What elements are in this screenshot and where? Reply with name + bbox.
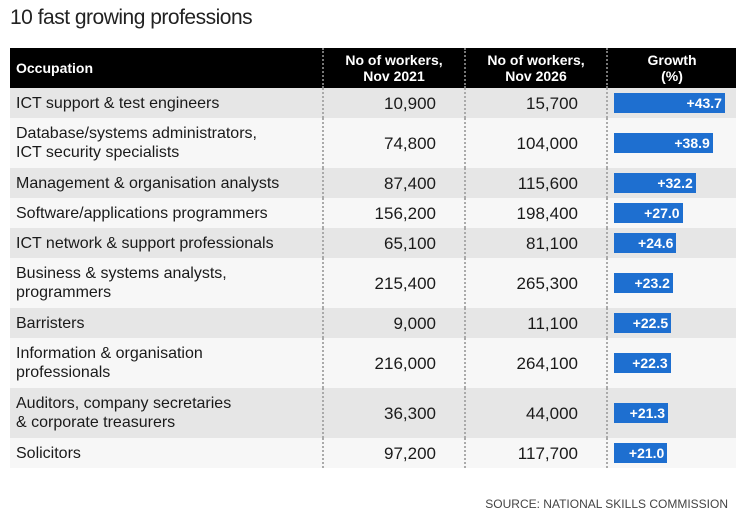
chart-title: 10 fast growing professions (10, 6, 253, 29)
nov-2026-cell: 264,100 (464, 338, 607, 388)
table-row: Management & organisation analysts 87,400… (10, 168, 736, 198)
growth-bar: +22.5 (614, 313, 672, 333)
table-row: Business & systems analysts, programmers 2… (10, 258, 736, 308)
growth-cell: +23.2 (606, 258, 736, 308)
occupation-cell: Solicitors (10, 438, 323, 468)
growth-bar: +27.0 (614, 203, 683, 223)
nov-2021-cell: 87,400 (322, 168, 465, 198)
growth-cell: +43.7 (606, 88, 736, 118)
nov-2026-cell: 15,700 (464, 88, 607, 118)
occupation-cell: Management & organisation analysts (10, 168, 323, 198)
nov-2021-cell: 215,400 (322, 258, 465, 308)
growth-cell: +38.9 (606, 118, 736, 168)
nov-2021-cell: 65,100 (322, 228, 465, 258)
growth-cell: +24.6 (606, 228, 736, 258)
nov-2026-cell: 44,000 (464, 388, 607, 438)
growth-cell: +22.3 (606, 338, 736, 388)
nov-2026-cell: 81,100 (464, 228, 607, 258)
growth-cell: +22.5 (606, 308, 736, 338)
table-header: Occupation No of workers, Nov 2021 No of … (10, 48, 736, 88)
occupation-cell: Barristers (10, 308, 323, 338)
nov-2021-cell: 216,000 (322, 338, 465, 388)
growth-cell: +21.0 (606, 438, 736, 468)
growth-bar: +43.7 (614, 93, 725, 113)
nov-2021-cell: 74,800 (322, 118, 465, 168)
growth-bar: +21.3 (614, 403, 669, 423)
table-row: ICT network & support professionals 65,10… (10, 228, 736, 258)
header-occupation: Occupation (10, 48, 323, 88)
table-row: Auditors, company secretaries & corporate… (10, 388, 736, 438)
nov-2026-cell: 117,700 (464, 438, 607, 468)
nov-2021-cell: 10,900 (322, 88, 465, 118)
occupation-cell: Auditors, company secretaries & corporate… (10, 388, 323, 438)
table-row: Database/systems administrators, ICT secu… (10, 118, 736, 168)
growth-bar: +23.2 (614, 273, 673, 293)
table-row: Solicitors 97,200 117,700 +21.0 (10, 438, 736, 468)
nov-2026-cell: 265,300 (464, 258, 607, 308)
occupation-cell: Information & organisation professionals (10, 338, 323, 388)
occupation-cell: Business & systems analysts, programmers (10, 258, 323, 308)
occupation-cell: ICT network & support professionals (10, 228, 323, 258)
growth-cell: +27.0 (606, 198, 736, 228)
occupation-cell: Software/applications programmers (10, 198, 323, 228)
nov-2021-cell: 9,000 (322, 308, 465, 338)
growth-bar: +38.9 (614, 133, 713, 153)
table-row: Information & organisation professionals 2… (10, 338, 736, 388)
header-nov-2021: No of workers, Nov 2021 (322, 48, 465, 88)
growth-cell: +21.3 (606, 388, 736, 438)
nov-2021-cell: 156,200 (322, 198, 465, 228)
occupation-cell: ICT support & test engineers (10, 88, 323, 118)
growth-cell: +32.2 (606, 168, 736, 198)
table-row: ICT support & test engineers 10,900 15,700… (10, 88, 736, 118)
nov-2026-cell: 104,000 (464, 118, 607, 168)
nov-2026-cell: 11,100 (464, 308, 607, 338)
source-note: SOURCE: NATIONAL SKILLS COMMISSION (485, 497, 728, 511)
nov-2026-cell: 198,400 (464, 198, 607, 228)
growth-bar: +32.2 (614, 173, 696, 193)
header-nov-2026: No of workers, Nov 2026 (464, 48, 607, 88)
table-row: Barristers 9,000 11,100 +22.5 (10, 308, 736, 338)
growth-bar: +24.6 (614, 233, 677, 253)
professions-table: Occupation No of workers, Nov 2021 No of … (10, 48, 736, 468)
nov-2026-cell: 115,600 (464, 168, 607, 198)
nov-2021-cell: 97,200 (322, 438, 465, 468)
header-growth: Growth (%) (606, 48, 736, 88)
table-row: Software/applications programmers 156,200… (10, 198, 736, 228)
growth-bar: +21.0 (614, 443, 668, 463)
occupation-cell: Database/systems administrators, ICT secu… (10, 118, 323, 168)
nov-2021-cell: 36,300 (322, 388, 465, 438)
growth-bar: +22.3 (614, 353, 671, 373)
